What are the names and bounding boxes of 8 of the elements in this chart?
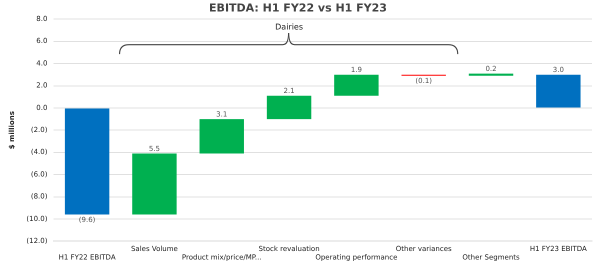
- chart-title: EBITDA: H1 FY22 vs H1 FY23: [209, 1, 387, 14]
- bar: [200, 119, 244, 154]
- bar: [132, 154, 177, 215]
- annotation: Dairies: [275, 22, 304, 32]
- bar: [536, 74, 581, 108]
- bar: [266, 96, 312, 120]
- bar: [334, 74, 379, 96]
- bar: [64, 108, 110, 215]
